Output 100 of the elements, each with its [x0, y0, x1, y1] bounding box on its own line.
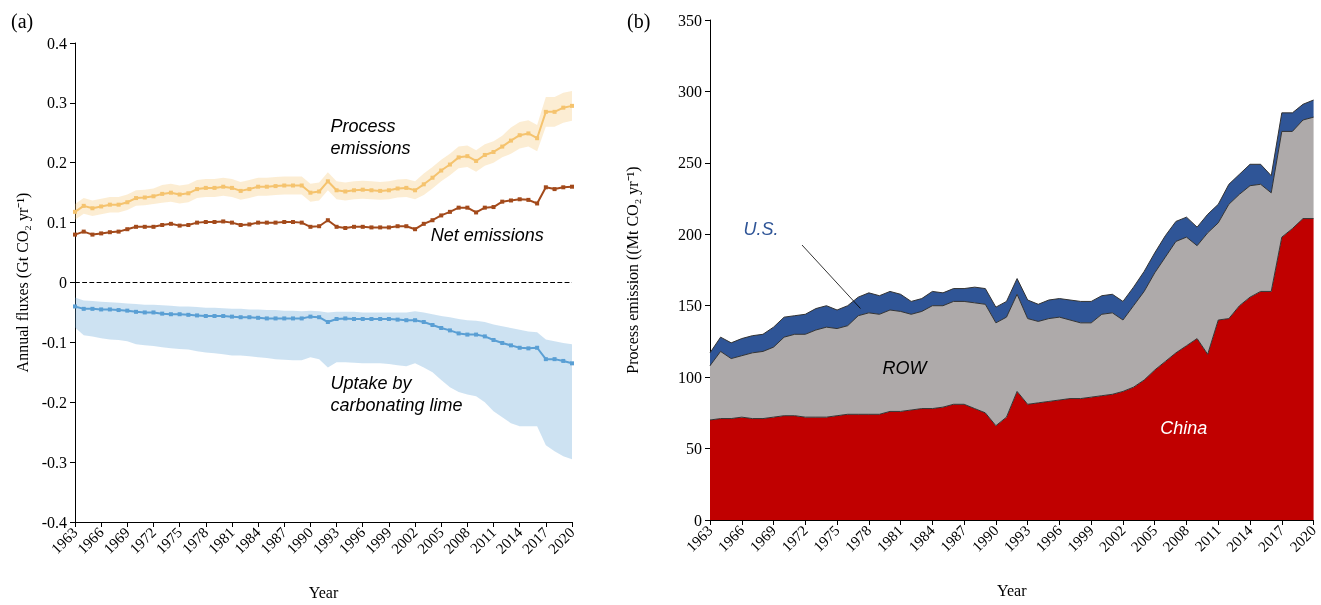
point [500, 144, 505, 149]
text: U.S. [743, 218, 779, 239]
point [317, 224, 322, 229]
y-tick-label: 300 [678, 82, 702, 100]
point [430, 218, 435, 223]
text: Uptake by carbonating lime [330, 373, 463, 416]
point [535, 345, 540, 350]
point [160, 311, 165, 316]
point [81, 229, 86, 234]
point [421, 221, 426, 226]
y-tick-label: 200 [678, 225, 702, 243]
point [378, 225, 383, 230]
point [334, 188, 339, 193]
point [343, 316, 348, 321]
point [404, 224, 409, 229]
point [90, 206, 95, 211]
point [413, 188, 418, 193]
point [474, 158, 479, 163]
point [81, 306, 86, 311]
point [360, 317, 365, 322]
point [404, 318, 409, 323]
point [561, 185, 566, 190]
point [317, 189, 322, 194]
point [282, 183, 287, 188]
point [134, 224, 139, 229]
point [134, 309, 139, 314]
point [256, 315, 261, 320]
point [247, 315, 252, 320]
point [360, 224, 365, 229]
point [395, 317, 400, 322]
point [299, 183, 304, 188]
point [142, 310, 147, 315]
series-label: ROW [882, 357, 929, 378]
point [456, 205, 461, 210]
point [430, 175, 435, 180]
point [517, 197, 522, 202]
point [81, 203, 86, 208]
point [177, 192, 182, 197]
point [195, 220, 200, 225]
point [73, 209, 77, 214]
point [456, 155, 461, 160]
point [395, 224, 400, 229]
point [474, 210, 479, 215]
point [203, 314, 208, 319]
point [107, 307, 112, 312]
point [308, 190, 313, 195]
point [570, 184, 574, 189]
point [386, 225, 391, 230]
point [352, 317, 357, 322]
point [474, 332, 479, 337]
point [465, 332, 470, 337]
point [212, 314, 217, 319]
point [73, 232, 77, 237]
point [151, 194, 156, 199]
y-tick-label: 0.3 [47, 94, 67, 112]
y-tick-label: -0.3 [41, 453, 67, 471]
point [360, 187, 365, 192]
point [439, 213, 444, 218]
point [186, 223, 191, 228]
point [212, 185, 217, 190]
point [203, 185, 208, 190]
point [465, 154, 470, 159]
point [229, 314, 234, 319]
y-tick-label: -0.4 [41, 513, 67, 531]
point [125, 227, 130, 232]
point [238, 315, 243, 320]
point [482, 334, 487, 339]
point [447, 209, 452, 214]
point [543, 357, 548, 362]
y-tick-label: 0.2 [47, 154, 67, 172]
point [107, 202, 112, 207]
y-tick-label: 250 [678, 154, 702, 172]
point [500, 199, 505, 204]
point [299, 220, 304, 225]
point [482, 205, 487, 210]
point [508, 138, 513, 143]
point [282, 316, 287, 321]
point [125, 308, 130, 313]
point [160, 223, 165, 228]
x-axis-title: Year [308, 583, 339, 601]
y-axis-title: Annual fluxes (Gt CO₂ yr⁻¹) [13, 192, 32, 373]
point [264, 316, 269, 321]
point [99, 204, 104, 209]
point [439, 168, 444, 173]
series-label: China [1160, 418, 1208, 439]
point [308, 314, 313, 319]
point [256, 220, 261, 225]
point [561, 358, 566, 363]
point [168, 190, 173, 195]
point [273, 316, 278, 321]
point [334, 317, 339, 322]
point [352, 188, 357, 193]
point [386, 188, 391, 193]
point [238, 223, 243, 228]
point [299, 316, 304, 321]
point [491, 205, 496, 210]
point [99, 307, 104, 312]
point [465, 205, 470, 210]
point [570, 361, 574, 366]
point [195, 187, 200, 192]
